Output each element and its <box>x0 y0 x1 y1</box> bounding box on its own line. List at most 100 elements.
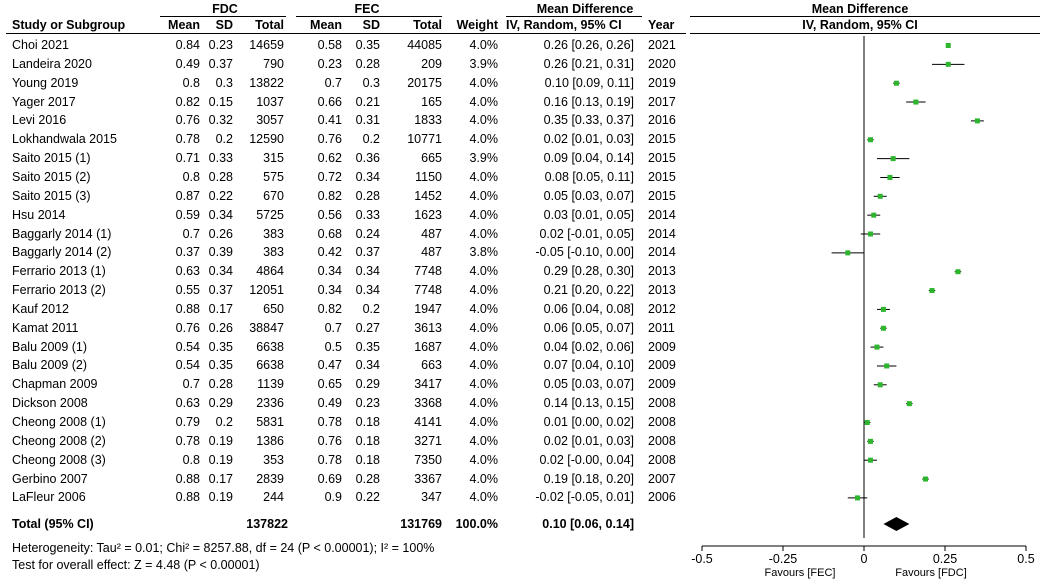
fdc-total: 13822 <box>249 75 284 90</box>
fec-mean: 0.47 <box>317 358 342 373</box>
fec-total: 347 <box>421 490 442 505</box>
fec-total: 44085 <box>407 38 442 52</box>
weight: 3.9% <box>469 56 499 71</box>
fdc-sd: 0.2 <box>215 415 233 429</box>
plot-rule <box>690 16 1040 17</box>
fdc-mean: 0.49 <box>175 56 200 71</box>
fdc-total: 790 <box>263 56 284 71</box>
study-name: Cheong 2008 (3) <box>12 452 106 467</box>
fdc-sd: 0.17 <box>208 471 233 486</box>
group2-header: FEC <box>354 2 380 16</box>
fdc-total: 244 <box>263 490 284 505</box>
fec-mean: 0.82 <box>317 188 342 203</box>
year: 2014 <box>648 207 676 222</box>
weight: 4.0% <box>469 264 499 279</box>
fec-total: 663 <box>421 358 442 373</box>
fdc-mean: 0.37 <box>175 245 200 260</box>
md-title: Mean Difference <box>536 2 634 16</box>
ci-text: 0.08 [0.05, 0.11] <box>544 169 634 184</box>
fec-total: 7748 <box>414 264 442 279</box>
point-marker <box>893 80 899 86</box>
fec-sd: 0.18 <box>355 452 380 467</box>
fdc-mean: 0.7 <box>182 377 200 392</box>
fec-sd: 0.35 <box>355 38 380 52</box>
weight: 4.0% <box>469 169 499 184</box>
year: 2008 <box>648 396 676 411</box>
point-marker <box>867 231 873 237</box>
weight: 4.0% <box>469 38 499 52</box>
fec-total: 1947 <box>414 301 442 316</box>
study-name: Levi 2016 <box>12 113 67 128</box>
point-marker <box>945 43 951 48</box>
year: 2011 <box>648 320 675 335</box>
md-rule <box>506 16 642 17</box>
fec-mean: 0.78 <box>317 452 342 467</box>
fdc-mean: 0.63 <box>175 264 200 279</box>
fec-sd: 0.21 <box>355 94 380 109</box>
weight: 4.0% <box>469 132 499 147</box>
fdc-sd: 0.35 <box>208 339 233 354</box>
fdc-sd: 0.2 <box>215 132 233 147</box>
fdc-sd: 0.3 <box>215 75 233 90</box>
fec-mean: 0.76 <box>317 132 342 147</box>
fec-mean-header: Mean <box>310 18 342 32</box>
weight: 4.0% <box>469 433 499 448</box>
weight: 4.0% <box>469 471 499 486</box>
fdc-mean: 0.84 <box>175 38 200 52</box>
point-marker <box>923 476 929 482</box>
year: 2008 <box>648 433 676 448</box>
ci-text: 0.02 [-0.01, 0.05] <box>539 226 634 241</box>
year-header: Year <box>648 18 675 32</box>
fec-total: 1452 <box>414 188 442 203</box>
ci-text: 0.03 [0.01, 0.05] <box>543 207 634 222</box>
fec-sd: 0.2 <box>362 132 380 147</box>
fec-mean: 0.7 <box>324 320 342 335</box>
fdc-total: 4864 <box>256 264 284 279</box>
fec-mean: 0.49 <box>317 396 342 411</box>
weight: 4.0% <box>469 283 499 298</box>
year: 2015 <box>648 151 676 166</box>
weight: 4.0% <box>469 339 499 354</box>
fec-sd: 0.18 <box>355 415 380 429</box>
fec-total: 3271 <box>414 433 442 448</box>
fdc-sd: 0.26 <box>208 226 233 241</box>
weight: 4.0% <box>469 490 499 505</box>
study-name: Saito 2015 (3) <box>12 188 91 203</box>
year: 2006 <box>648 490 676 505</box>
study-name: Gerbino 2007 <box>12 471 88 486</box>
ci-text: 0.01 [0.00, 0.02] <box>543 415 634 429</box>
year: 2012 <box>648 301 676 316</box>
fdc-total: 6638 <box>256 358 284 373</box>
fdc-sd: 0.33 <box>208 151 233 166</box>
overall-effect-text: Test for overall effect: Z = 4.48 (P < 0… <box>12 558 260 572</box>
ci-text: -0.05 [-0.10, 0.00] <box>535 245 634 260</box>
x-tick-label: -0.25 <box>769 552 798 566</box>
fdc-sd: 0.15 <box>208 94 233 109</box>
fec-total: 4141 <box>414 415 442 429</box>
study-name: Baggarly 2014 (1) <box>12 226 112 241</box>
fdc-sd: 0.28 <box>208 377 233 392</box>
weight: 4.0% <box>469 226 499 241</box>
fdc-mean: 0.54 <box>175 358 200 373</box>
fdc-total: 5831 <box>256 415 284 429</box>
point-marker <box>867 137 873 143</box>
fec-sd: 0.36 <box>355 151 380 166</box>
ci-text: 0.10 [0.09, 0.11] <box>544 75 634 90</box>
fec-total: 1687 <box>414 339 442 354</box>
weight: 3.8% <box>469 245 499 260</box>
fec-mean: 0.69 <box>317 471 342 486</box>
total-ci: 0.10 [0.06, 0.14] <box>542 517 634 531</box>
fec-mean: 0.23 <box>317 56 342 71</box>
fdc-sd: 0.23 <box>208 38 233 52</box>
fdc-sd: 0.19 <box>208 452 233 467</box>
fdc-mean: 0.71 <box>175 151 200 166</box>
header-rule <box>6 33 686 34</box>
fdc-total: 383 <box>263 245 284 260</box>
point-marker <box>974 118 980 124</box>
pooled-diamond <box>883 517 910 531</box>
fdc-mean: 0.63 <box>175 396 200 411</box>
ci-text: 0.04 [0.02, 0.06] <box>543 339 634 354</box>
fdc-mean: 0.76 <box>175 320 200 335</box>
study-name: Saito 2015 (1) <box>12 151 91 166</box>
fdc-mean: 0.88 <box>175 490 200 505</box>
